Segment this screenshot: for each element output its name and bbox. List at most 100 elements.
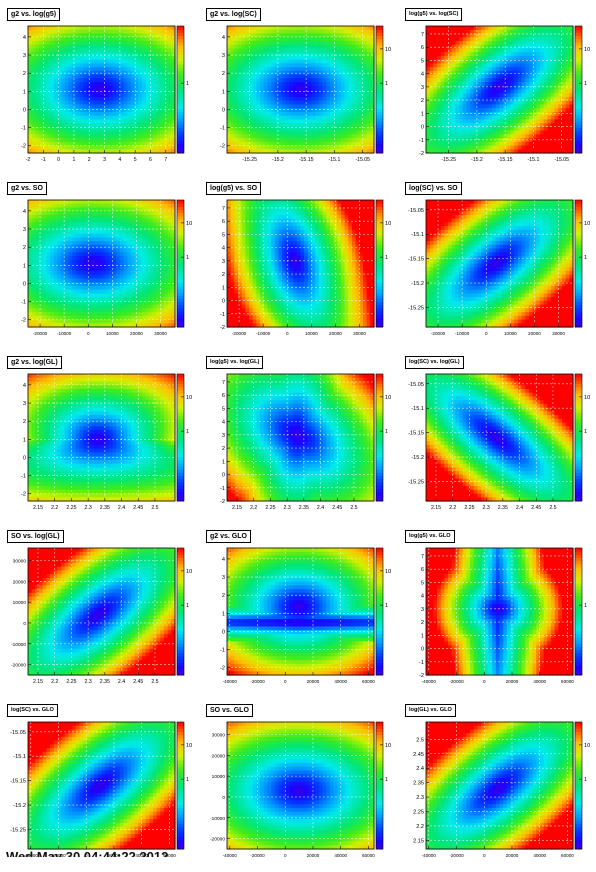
heatmap-cell — [528, 59, 534, 64]
heatmap-cell — [50, 282, 55, 287]
heatmap-cell — [57, 289, 62, 294]
heatmap-cell — [340, 29, 346, 35]
heatmap-cell — [227, 93, 232, 98]
heatmap-cell — [322, 111, 327, 117]
heatmap-cell — [72, 70, 77, 76]
heatmap-cell — [293, 96, 298, 102]
heatmap-cell — [326, 123, 331, 128]
heatmap-cell — [57, 93, 62, 98]
heatmap-cell — [569, 63, 574, 68]
heatmap-cell — [105, 82, 110, 87]
heatmap-cell — [359, 55, 364, 61]
heatmap-cell — [234, 33, 239, 38]
heatmap-cell — [481, 138, 486, 143]
heatmap-cell — [249, 55, 254, 61]
heatmap-cell — [79, 222, 84, 227]
heatmap-cell — [61, 244, 66, 250]
heatmap-cell — [344, 37, 349, 42]
heatmap-cell — [68, 104, 73, 109]
heatmap-cell — [344, 85, 349, 91]
heatmap-cell — [466, 123, 471, 128]
heatmap-cell — [86, 214, 92, 220]
heatmap-cell — [50, 270, 55, 276]
heatmap-cell — [61, 123, 66, 128]
heatmap-cell — [61, 256, 66, 261]
heatmap-cell — [167, 55, 172, 61]
heatmap-cell — [90, 138, 95, 143]
heatmap-cell — [50, 134, 55, 139]
heatmap-cell — [293, 48, 298, 53]
heatmap-cell — [426, 123, 431, 128]
heatmap-cell — [64, 93, 70, 98]
heatmap-cell — [532, 37, 537, 42]
heatmap-cell — [53, 233, 58, 238]
heatmap-cell — [50, 300, 55, 306]
heatmap-cell — [437, 52, 442, 57]
colorbar-segment — [177, 99, 184, 103]
colorbar-segment — [575, 79, 582, 84]
heatmap-cell — [97, 123, 103, 128]
heatmap-cell — [459, 33, 464, 38]
heatmap-cell — [64, 203, 70, 209]
colorbar-segment — [177, 70, 184, 75]
heatmap-cell — [249, 33, 254, 38]
heatmap-cell — [366, 44, 371, 50]
heatmap-cell — [444, 134, 449, 139]
heatmap-cell — [521, 74, 526, 79]
heatmap-cell — [333, 29, 338, 35]
heatmap-cell — [57, 33, 62, 38]
heatmap-cell — [119, 93, 125, 98]
heatmap-panel: -15.25 -15.2 -15.15 -15.1 -15.05 -2 -1 0 1 2 3 4 5 6 7… — [401, 2, 596, 176]
heatmap-cell — [46, 229, 51, 235]
heatmap-cell — [532, 59, 537, 64]
heatmap-cell — [337, 108, 342, 113]
heatmap-cell — [31, 278, 36, 283]
heatmap-cell — [249, 48, 254, 53]
heatmap-cell — [536, 44, 541, 50]
heatmap-cell — [495, 85, 501, 91]
heatmap-cell — [64, 37, 70, 42]
heatmap-cell — [152, 55, 158, 61]
heatmap-cell — [517, 96, 523, 102]
heatmap-cell — [42, 270, 47, 276]
heatmap-cell — [90, 270, 95, 276]
heatmap-cell — [39, 59, 44, 64]
heatmap-cell — [86, 104, 92, 109]
heatmap-cell — [274, 93, 280, 98]
heatmap-cell — [68, 319, 73, 324]
heatmap-cell — [547, 67, 552, 72]
heatmap-cell — [495, 119, 501, 124]
heatmap-cell — [517, 74, 523, 79]
heatmap-cell — [466, 33, 471, 38]
heatmap-cell — [39, 315, 44, 321]
heatmap-cell — [554, 96, 559, 102]
heatmap-cell — [359, 67, 364, 72]
heatmap-cell — [282, 63, 287, 68]
heatmap-cell — [152, 93, 158, 98]
heatmap-cell — [53, 89, 58, 94]
heatmap-cell — [495, 108, 501, 113]
heatmap-cell — [437, 85, 442, 91]
heatmap-cell — [94, 123, 99, 128]
heatmap-cell — [134, 63, 139, 68]
heatmap-cell — [160, 48, 165, 53]
heatmap-cell — [506, 29, 512, 35]
heatmap-cell — [285, 48, 291, 53]
heatmap-cell — [57, 100, 62, 106]
heatmap-cell — [455, 85, 460, 91]
heatmap-cell — [42, 285, 47, 291]
heatmap-cell — [311, 33, 316, 38]
heatmap-cell — [72, 63, 77, 68]
heatmap-cell — [322, 40, 327, 46]
heatmap-cell — [536, 130, 541, 135]
heatmap-cell — [123, 82, 128, 87]
heatmap-cell — [326, 149, 331, 154]
heatmap-cell — [145, 115, 150, 120]
heatmap-cell — [31, 111, 36, 117]
colorbar-segment — [575, 127, 582, 132]
heatmap-cell — [514, 149, 519, 154]
colorbar-segment — [177, 48, 184, 52]
heatmap-cell — [245, 93, 250, 98]
heatmap-cell — [278, 100, 283, 106]
heatmap-cell — [149, 52, 154, 57]
